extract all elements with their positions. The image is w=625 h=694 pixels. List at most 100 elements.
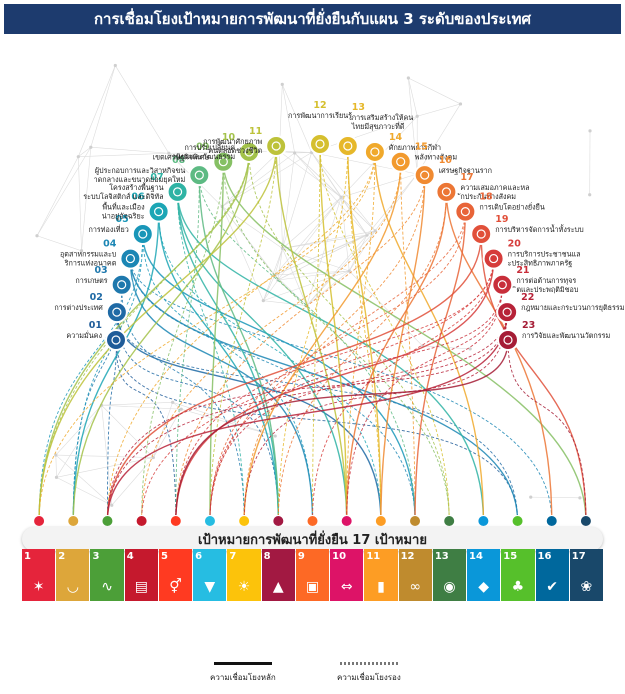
sdg-goal-number: 10 xyxy=(332,551,347,562)
sdg-goal-number: 7 xyxy=(229,551,237,562)
sdg-goal-1: 1 ✶ xyxy=(22,549,56,601)
linkage-19-to-sdg-3 xyxy=(106,234,482,522)
node-circle xyxy=(212,150,235,173)
culture-icon xyxy=(244,147,254,157)
plan-target-label: การท่องเที่ยว xyxy=(89,225,129,234)
network-dot xyxy=(35,234,39,238)
sdg-pin-2 xyxy=(67,515,80,527)
linkage-16-to-sdg-11 xyxy=(380,175,426,522)
linkage-11-to-sdg-1 xyxy=(38,145,277,522)
tree-icon: ♣ xyxy=(511,579,525,595)
sdg-goal-16: 16 ✔ xyxy=(535,549,569,601)
plan-target-08: 08ผู้ประกอบการและวิสาหกิจขนาดกลางและขนาด… xyxy=(94,155,211,187)
linkage-23-to-sdg-5 xyxy=(175,339,509,522)
linkage-22-to-sdg-3 xyxy=(106,312,508,522)
equality-icon xyxy=(441,187,451,197)
network-dot xyxy=(347,269,351,273)
sdg-goal-number: 9 xyxy=(297,551,305,562)
plan-target-number: 18 xyxy=(479,192,493,203)
plan-target-label: ักประกันทางสังคม xyxy=(457,192,516,201)
sdg-goal-6: 6 ▼ xyxy=(193,549,227,601)
sdg-pin-16 xyxy=(545,515,558,527)
economy-icon xyxy=(420,170,430,180)
network-dot xyxy=(468,347,472,351)
linkage-08-to-sdg-8 xyxy=(198,175,280,522)
linkage-20-to-sdg-5 xyxy=(175,258,495,522)
linkage-22-to-sdg-3 xyxy=(106,312,508,522)
node-circle xyxy=(336,134,359,157)
linkage-09-to-sdg-17 xyxy=(222,161,587,522)
linkage-11-to-sdg-10 xyxy=(275,145,348,522)
legend-secondary: ความเชื่อมโยงรอง xyxy=(337,662,401,684)
linkage-20-to-sdg-9 xyxy=(312,258,495,522)
sdg-goal-17: 17 ❀ xyxy=(569,549,603,601)
sdg-goal-7: 7 ☀ xyxy=(227,549,261,601)
plan-target-number: 17 xyxy=(460,172,473,183)
legend-primary: ความเชื่อมโยงหลัก xyxy=(210,662,276,684)
anticorruption-icon xyxy=(497,280,507,290)
research-icon xyxy=(503,335,513,345)
sdg-goal-9: 9 ▣ xyxy=(295,549,330,601)
sdg-pin-17 xyxy=(579,515,592,527)
sdg-pin-13 xyxy=(443,515,456,527)
network-dot xyxy=(54,475,59,479)
linkage-16-to-sdg-7 xyxy=(243,175,426,522)
plan-target-label: ะประสิทธิภาพภาครัฐ xyxy=(508,259,573,268)
legend-secondary-label: ความเชื่อมโยงรอง xyxy=(337,673,401,682)
plan-target-label: ผู้ประกอบการและวิสาหกิจขน xyxy=(95,166,186,175)
plan-target-number: 07 xyxy=(150,172,163,183)
plan-target-number: 14 xyxy=(389,132,403,143)
node-circle xyxy=(470,223,493,246)
infrastructure-icon xyxy=(173,187,183,197)
network-dot xyxy=(578,496,582,500)
linkage-08-to-sdg-5 xyxy=(175,175,200,522)
network-dot xyxy=(293,151,297,155)
sdg-goal-number: 13 xyxy=(434,551,449,562)
learning-icon xyxy=(315,139,325,149)
plan-target-number: 06 xyxy=(131,192,145,203)
plan-target-label: ไทยมีสุขภาวะที่ดี xyxy=(351,122,405,131)
plan-target-number: 10 xyxy=(222,132,236,143)
linkage-13-to-sdg-11 xyxy=(347,145,382,522)
sdg-goal-number: 12 xyxy=(400,551,415,562)
plan-target-number: 02 xyxy=(90,292,103,303)
linkage-14-to-sdg-1 xyxy=(38,151,376,522)
plan-target-number: 11 xyxy=(249,126,262,137)
node-circle xyxy=(119,247,142,270)
justice-icon xyxy=(502,307,512,317)
buildings-icon: ▮ xyxy=(377,579,385,595)
sdg-goal-row: 1 ✶ 2 ◡ 3 ∿ 4 ▤ 5 ⚥ 6 ▼ 7 ☀ 8 ▲ 9 ▣ 10 ⇔ 11 ▮ 12 ∞ 13 ◉ 14 ◆ 15 ♣ 16 ✔ 1… xyxy=(22,549,603,601)
plan-target-06: 06พื้นที่และเมืองน่าอยู่อัจฉริยะ xyxy=(102,192,170,223)
linkage-22-to-sdg-7 xyxy=(243,312,508,522)
plan-target-number: 08 xyxy=(172,155,186,166)
linkage-17-to-sdg-8 xyxy=(277,191,447,522)
linkage-01-to-sdg-5 xyxy=(115,339,177,522)
sdg-goal-number: 11 xyxy=(366,551,381,562)
network-dot xyxy=(110,503,114,507)
sdg-goal-number: 2 xyxy=(58,551,66,562)
sdg-goal-number: 17 xyxy=(571,551,586,562)
node-circle xyxy=(389,150,412,173)
linkage-21-to-sdg-6 xyxy=(209,284,503,522)
eye-globe-icon: ◉ xyxy=(443,579,456,595)
plan-target-number: 12 xyxy=(313,100,326,111)
linkage-07-to-sdg-8 xyxy=(176,191,280,522)
plan-target-label: การพัฒนาการเรียนรู้ xyxy=(288,111,352,120)
linkage-lines xyxy=(38,143,587,522)
plan-target-label: าดกลางและขนาดย่อมยุคใหม่ xyxy=(94,175,186,184)
plan-target-label: การเกษตร xyxy=(75,276,107,285)
network-dot xyxy=(280,82,284,86)
linkage-03-to-sdg-7 xyxy=(121,284,245,522)
sdg-pin-9 xyxy=(306,515,319,527)
